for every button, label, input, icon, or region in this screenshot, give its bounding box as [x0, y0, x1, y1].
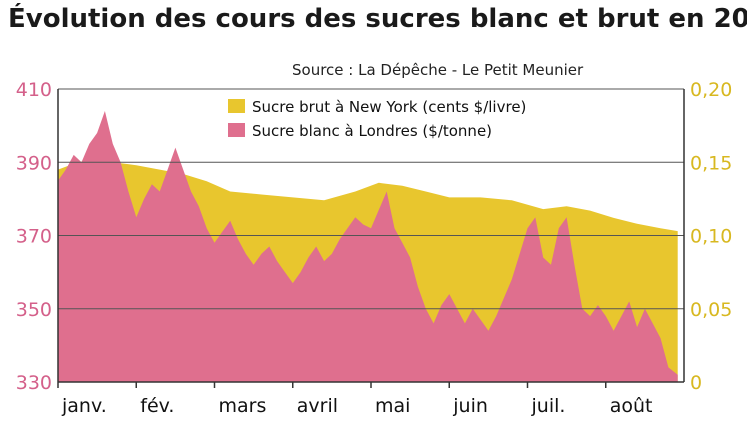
legend-swatch — [228, 99, 245, 113]
chart-grid — [58, 88, 684, 310]
chart-axes: 410 390 370 350 330 0,20 0,15 0,10 0,05 0 janv. fév… — [16, 79, 733, 417]
left-tick-label: 330 — [16, 372, 52, 394]
right-tick-label: 0,20 — [690, 79, 732, 101]
chart-areas — [58, 111, 678, 382]
x-tick-label: janv. — [61, 395, 107, 417]
left-tick-label: 390 — [16, 152, 52, 174]
x-tick-label: juin — [452, 395, 488, 417]
series-area-sucre-blanc — [58, 111, 678, 382]
left-tick-label: 350 — [16, 299, 52, 321]
chart-title: Évolution des cours des sucres blanc et … — [8, 4, 747, 34]
left-tick-label: 410 — [16, 79, 52, 101]
x-tick-label: juil. — [531, 395, 566, 417]
right-tick-label: 0 — [690, 372, 702, 394]
chart-source: Source : La Dépêche - Le Petit Meunier — [292, 61, 584, 79]
legend-label: Sucre blanc à Londres ($/tonne) — [252, 122, 492, 140]
x-tick-label: avril — [297, 395, 338, 417]
left-tick-label: 370 — [16, 226, 52, 248]
legend-label: Sucre brut à New York (cents $/livre) — [252, 98, 526, 116]
x-tick-label: août — [610, 395, 653, 417]
right-tick-label: 0,15 — [690, 152, 732, 174]
right-tick-label: 0,10 — [690, 226, 732, 248]
legend-swatch — [228, 123, 245, 137]
chart-legend: Sucre brut à New York (cents $/livre) Suc… — [228, 98, 526, 140]
x-tick-label: mars — [219, 395, 267, 417]
x-tick-label: mai — [375, 395, 410, 417]
right-tick-label: 0,05 — [690, 299, 732, 321]
x-tick-label: fév. — [140, 395, 174, 417]
